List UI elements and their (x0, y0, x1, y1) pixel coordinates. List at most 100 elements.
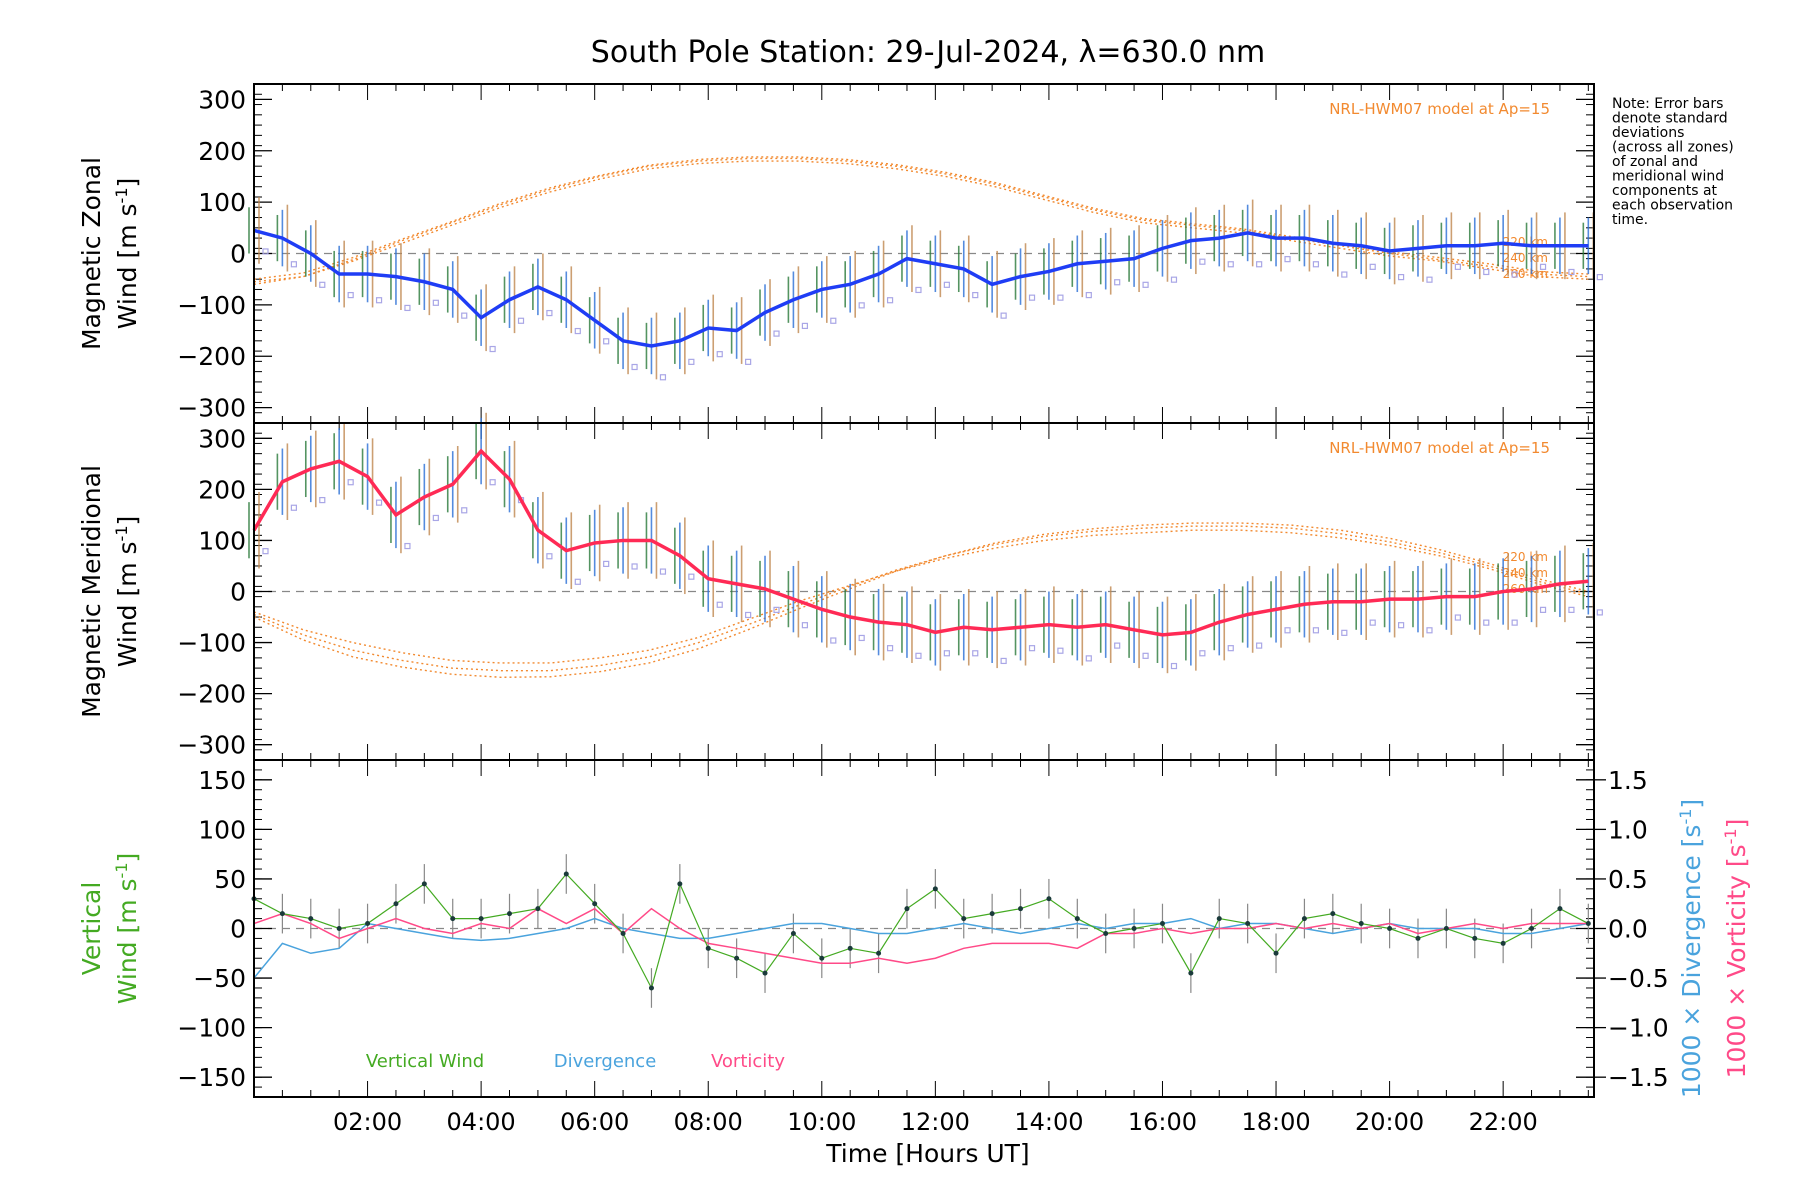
scatter-marker (915, 286, 922, 294)
scatter-marker (517, 317, 525, 324)
vertical-wind-point (1387, 926, 1393, 931)
scatter-marker (1341, 271, 1348, 278)
scatter-marker (773, 330, 780, 337)
scatter-marker (1312, 627, 1320, 634)
panel-frame (253, 759, 1595, 1098)
x-tick-label: 10:00 (787, 1108, 856, 1136)
note-line: deviations (1612, 125, 1684, 141)
scatter-marker (574, 578, 581, 585)
scatter-marker (1028, 645, 1036, 652)
scatter-marker (1454, 614, 1461, 621)
legend-item: Vorticity (711, 1051, 785, 1072)
scatter-marker (603, 338, 610, 345)
scatter-marker (1170, 662, 1178, 670)
scatter-marker (1511, 619, 1518, 626)
scatter-marker (688, 358, 695, 365)
scatter-marker (801, 622, 809, 629)
vertical-wind-point (734, 955, 740, 961)
units-text: Wind [m s (113, 203, 142, 329)
y-tick-label: −200 (177, 342, 246, 371)
vertical-wind-line (253, 873, 1589, 990)
scatter-marker (1596, 609, 1603, 616)
vertical-wind-point (535, 906, 541, 912)
scatter-marker (262, 548, 269, 555)
x-tick-label: 02:00 (333, 1108, 402, 1136)
y-tick-label: 0 (230, 915, 246, 944)
scatter-marker (943, 281, 950, 288)
altitude-label: 220 km (1503, 550, 1548, 564)
vertical-wind-point (1046, 896, 1052, 902)
scatter-marker (290, 504, 297, 511)
scatter-marker (915, 652, 922, 659)
divergence-axis-label-text: 1000 × Divergence [s (1677, 825, 1706, 1099)
scatter-marker (1199, 258, 1206, 265)
y-tick-label: 150 (198, 766, 246, 795)
y-tick-label: −100 (177, 1014, 246, 1043)
y-tick-label: −100 (177, 291, 246, 320)
x-tick-label: 08:00 (674, 1108, 743, 1136)
scatter-marker (432, 514, 439, 522)
y2-tick-label: −0.5 (1608, 964, 1669, 993)
vertical-wind-point (478, 916, 484, 922)
scatter-marker (489, 345, 496, 353)
scatter-marker (886, 645, 894, 652)
scatter-marker (1284, 256, 1291, 263)
vertical-wind-point (1557, 906, 1563, 912)
vertical-wind-point (1585, 921, 1591, 927)
vertical-wind-point (336, 926, 342, 931)
note-line: denote standard (1612, 111, 1728, 127)
units-sup: -1 (112, 862, 131, 878)
chart-title: South Pole Station: 29-Jul-2024, λ=630.0… (591, 35, 1265, 70)
scatter-marker (830, 317, 837, 324)
scatter-marker (375, 499, 383, 506)
scatter-marker (1568, 606, 1575, 613)
scatter-marker (745, 358, 752, 365)
scatter-marker (716, 351, 723, 358)
scatter-marker (432, 299, 439, 306)
scatter-marker (972, 291, 979, 299)
scatter-marker (319, 281, 326, 288)
y-tick-label: −50 (193, 964, 246, 993)
scatter-marker (1057, 647, 1064, 654)
scatter-marker (659, 568, 667, 575)
x-tick-label: 20:00 (1355, 1108, 1424, 1136)
y-tick-label: 300 (198, 85, 246, 114)
scatter-marker (1142, 652, 1149, 659)
y2-tick-label: 0.5 (1608, 865, 1648, 894)
scatter-marker (1454, 263, 1461, 270)
model-curve (253, 157, 1589, 286)
scatter-marker (1085, 291, 1092, 299)
vertical-wind-point (421, 881, 427, 887)
vertical-wind-point (932, 886, 938, 892)
vertical-wind-point (677, 881, 683, 887)
vertical-wind-point (904, 906, 910, 912)
y2-tick-label: 0.0 (1608, 915, 1648, 944)
vertical-wind-point (1018, 906, 1024, 912)
y2-tick-label: −1.0 (1608, 1014, 1669, 1043)
scatter-marker (1000, 657, 1007, 665)
scatter-marker (404, 304, 411, 312)
x-tick-label: 06:00 (560, 1108, 629, 1136)
y-tick-label: −150 (177, 1063, 246, 1092)
scatter-marker (1341, 629, 1348, 636)
vertical-wind-point (876, 950, 882, 956)
y-axis-label: Vertical (77, 882, 106, 976)
y-tick-label: 200 (198, 475, 246, 504)
scatter-marker (1539, 263, 1547, 270)
vertical-wind-point (308, 916, 314, 922)
vertical-wind-point (279, 911, 285, 917)
scatter-marker (858, 302, 865, 309)
scatter-marker (1142, 281, 1149, 288)
vertical-wind-point (1273, 950, 1279, 956)
scatter-marker (886, 297, 894, 304)
note-line: meridional wind (1612, 169, 1724, 185)
vertical-wind-point (620, 930, 626, 936)
note-line: time. (1612, 212, 1648, 228)
scatter-marker (1426, 276, 1433, 283)
scatter-marker (631, 363, 638, 371)
note-line: (across all zones) (1612, 140, 1734, 156)
y-tick-label: 50 (214, 865, 246, 894)
model-curve (253, 529, 1589, 664)
